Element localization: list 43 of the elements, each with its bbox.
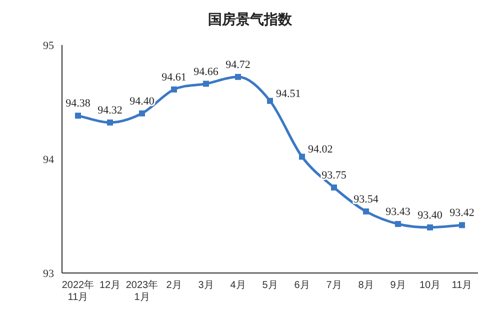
data-label: 93.43 bbox=[386, 206, 411, 218]
point bbox=[363, 208, 369, 214]
x-tick-label: 3月 bbox=[198, 280, 214, 291]
chart-title: 国房景气指数 bbox=[208, 11, 293, 27]
x-tick-label: 2月 bbox=[166, 280, 182, 291]
data-label: 93.42 bbox=[450, 207, 474, 220]
data-label: 94.61 bbox=[162, 71, 186, 84]
x-tick-label: 6月 bbox=[294, 280, 310, 291]
point bbox=[299, 154, 305, 160]
point bbox=[427, 224, 433, 230]
x-tick-label: 11月 bbox=[452, 280, 472, 291]
point bbox=[203, 80, 209, 87]
point bbox=[75, 112, 81, 119]
x-tick-label: 2022年 11月 bbox=[62, 279, 94, 303]
point bbox=[235, 74, 241, 80]
point bbox=[395, 220, 401, 227]
data-label: 93.40 bbox=[418, 209, 443, 222]
data-label: 94.38 bbox=[66, 98, 91, 110]
x-tick-label: 9月 bbox=[390, 280, 406, 291]
data-label: 94.66 bbox=[194, 66, 219, 78]
data-label: 93.75 bbox=[322, 170, 347, 182]
data-label: 93.54 bbox=[354, 193, 379, 206]
x-tick-label: 8月 bbox=[358, 280, 374, 291]
y-tick-label: 93 bbox=[43, 268, 54, 280]
point bbox=[331, 184, 337, 190]
data-label: 94.02 bbox=[308, 144, 333, 156]
point bbox=[171, 86, 177, 92]
point bbox=[139, 110, 145, 116]
data-label: 94.51 bbox=[276, 88, 301, 100]
point bbox=[107, 120, 113, 126]
point bbox=[459, 222, 465, 228]
x-tick-label: 12月 bbox=[99, 280, 121, 291]
point bbox=[267, 98, 273, 104]
x-tick-label: 4月 bbox=[230, 280, 246, 291]
x-tick-label: 2023年 1月 bbox=[126, 279, 158, 303]
y-tick-label: 94 bbox=[43, 154, 54, 166]
data-label: 94.32 bbox=[98, 104, 122, 117]
y-tick-label: 95 bbox=[43, 40, 54, 52]
x-tick-label: 10月 bbox=[419, 280, 441, 291]
data-label: 94.40 bbox=[130, 95, 155, 108]
x-tick-label: 7月 bbox=[326, 280, 342, 291]
data-label: 94.72 bbox=[226, 58, 250, 71]
x-tick-label: 5月 bbox=[262, 280, 278, 291]
